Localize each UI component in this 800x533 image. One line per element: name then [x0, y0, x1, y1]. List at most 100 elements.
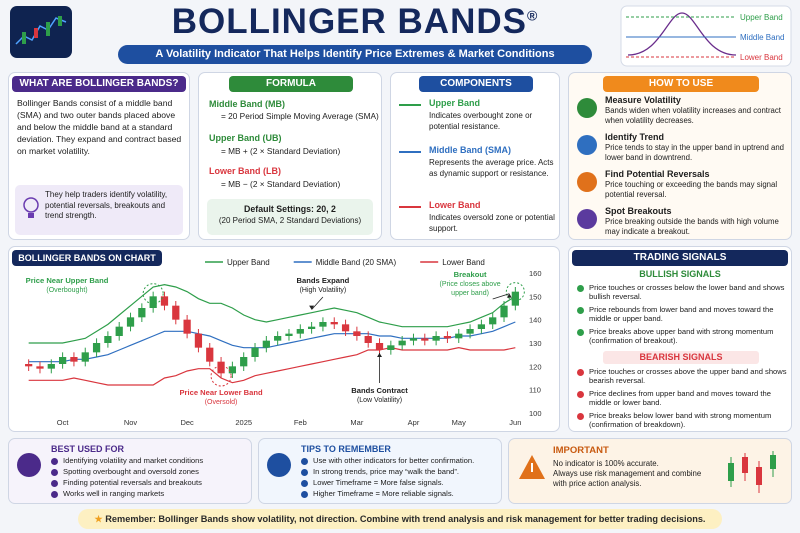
candle-body — [432, 336, 440, 341]
settings-box: Default Settings: 20, 2 (20 Period SMA, … — [207, 199, 373, 235]
list-item: Price declines from upper band and moves… — [589, 389, 771, 408]
x-tick-label: Mar — [350, 418, 363, 427]
tips-icon — [267, 453, 291, 477]
annotation-circle — [505, 282, 525, 302]
annotation: Price Near Lower Band — [179, 388, 262, 397]
x-tick-label: Jun — [509, 418, 521, 427]
component-desc: Represents the average price. Acts as dy… — [429, 158, 554, 178]
annotation: (High Volatility) — [300, 287, 347, 294]
formula-panel: FORMULA Middle Band (MB) = 20 Period Sim… — [198, 72, 382, 240]
list-item: Spotting overbought and oversold zones — [63, 467, 199, 476]
how-item-desc: Price breaking outside the bands with hi… — [605, 217, 779, 236]
diagram-label: Lower Band — [740, 53, 783, 62]
candle-body — [285, 333, 293, 336]
candle-body — [104, 336, 112, 343]
best-title: BEST USED FOR — [51, 444, 125, 454]
list-item: Use with other indicators for better con… — [313, 456, 475, 465]
component-desc: Indicates oversold zone or potential sup… — [429, 213, 555, 233]
components-title: COMPONENTS — [419, 76, 533, 92]
candles-deco — [728, 451, 776, 493]
annotation-arrow — [311, 296, 324, 310]
bullish-title: BULLISH SIGNALS — [639, 269, 721, 279]
list-bullet — [301, 469, 308, 476]
x-tick-label: Nov — [124, 418, 138, 427]
annotation-arrow — [492, 293, 510, 300]
component-name: Upper Band — [429, 98, 481, 108]
logo — [10, 6, 72, 58]
logo-icon — [15, 16, 67, 45]
how-item-desc: Price touching or exceeding the bands ma… — [605, 180, 778, 199]
list-item: Identifying volatility and market condit… — [63, 456, 204, 465]
x-tick-label: Dec — [180, 418, 194, 427]
list-item: Price breaks below lower band with stron… — [589, 411, 772, 430]
x-tick-label: May — [452, 418, 466, 427]
component-desc: Indicates overbought zone or potential r… — [429, 111, 533, 131]
band-line — [28, 347, 516, 386]
candle-body — [194, 333, 203, 348]
what-note-box: They help traders identify volatility, p… — [15, 185, 183, 235]
diagram-curve — [627, 12, 737, 56]
chart: 100 110 120 130 140 150 160 Oct Nov Dec 2025 Feb Mar… — [25, 258, 542, 427]
deco-candle — [770, 455, 776, 469]
bulb-icon — [23, 197, 39, 218]
list-bullet — [577, 329, 584, 336]
list-item: Price touches or crosses below the lower… — [589, 283, 785, 302]
annotation-arrowhead — [309, 305, 315, 310]
candle-body — [466, 329, 474, 334]
component-swatch — [399, 151, 421, 153]
candle-body — [70, 357, 78, 362]
tips-panel: TIPS TO REMEMBER Use with other indicato… — [258, 438, 502, 504]
formula-title: FORMULA — [229, 76, 353, 92]
candle-body — [126, 317, 135, 327]
candle-body — [500, 305, 508, 318]
bearish-title: BEARISH SIGNALS — [603, 351, 759, 364]
candle-body — [387, 345, 395, 350]
diagram-label: Upper Band — [740, 13, 783, 22]
diagram-frame — [620, 5, 792, 67]
annotation: Price Near Upper Band — [26, 276, 109, 285]
annotation-circle — [210, 365, 232, 387]
list-item: Works well in ranging markets — [63, 489, 165, 498]
candle-body — [115, 326, 123, 336]
list-bullet — [577, 285, 584, 292]
candle-body — [149, 296, 157, 308]
candle-body — [228, 366, 237, 374]
formula-text: = 20 Period Simple Moving Average (SMA) — [221, 111, 379, 121]
list-bullet — [51, 469, 58, 476]
annotation: (Price closes above — [440, 281, 501, 288]
candle-body — [217, 361, 225, 374]
x-tick-label: Feb — [294, 418, 307, 427]
annotation: Bands Contract — [351, 386, 408, 395]
list-bullet — [577, 369, 584, 376]
how-icon — [577, 135, 597, 155]
how-item-title: Spot Breakouts — [605, 206, 672, 216]
y-tick-label: 100 — [529, 409, 542, 418]
list-item: Higher Timeframe = More reliable signals… — [313, 489, 454, 498]
list-bullet — [577, 307, 584, 314]
component-swatch — [399, 206, 421, 208]
list-bullet — [577, 413, 584, 420]
list-bullet — [301, 491, 308, 498]
list-item: Price breaks above upper band with stron… — [589, 327, 774, 346]
logo-candle — [46, 22, 50, 36]
candle-body — [330, 322, 338, 325]
formula-label: Upper Band (UB) — [209, 133, 282, 143]
candle-body — [183, 319, 191, 334]
formula-text: = MB + (2 × Standard Deviation) — [221, 146, 341, 156]
list-bullet — [51, 491, 58, 498]
annotation: Bands Expand — [297, 276, 350, 285]
formula-label: Lower Band (LB) — [209, 166, 281, 176]
component-name: Lower Band — [429, 200, 481, 210]
how-panel: HOW TO USE Measure Volatility Bands wide… — [568, 72, 792, 240]
important-line: Always use risk management and combine w… — [553, 469, 702, 488]
candle-body — [364, 336, 372, 343]
bulb-base — [28, 213, 34, 218]
best-panel: BEST USED FOR Identifying volatility and… — [8, 438, 252, 504]
footer: ★ Remember: Bollinger Bands show volatil… — [78, 509, 722, 529]
list-item: In strong trends, price may “walk the ba… — [313, 467, 460, 476]
candle-body — [251, 347, 259, 357]
annotation-arrowhead — [506, 293, 512, 298]
important-title: IMPORTANT — [553, 445, 609, 456]
